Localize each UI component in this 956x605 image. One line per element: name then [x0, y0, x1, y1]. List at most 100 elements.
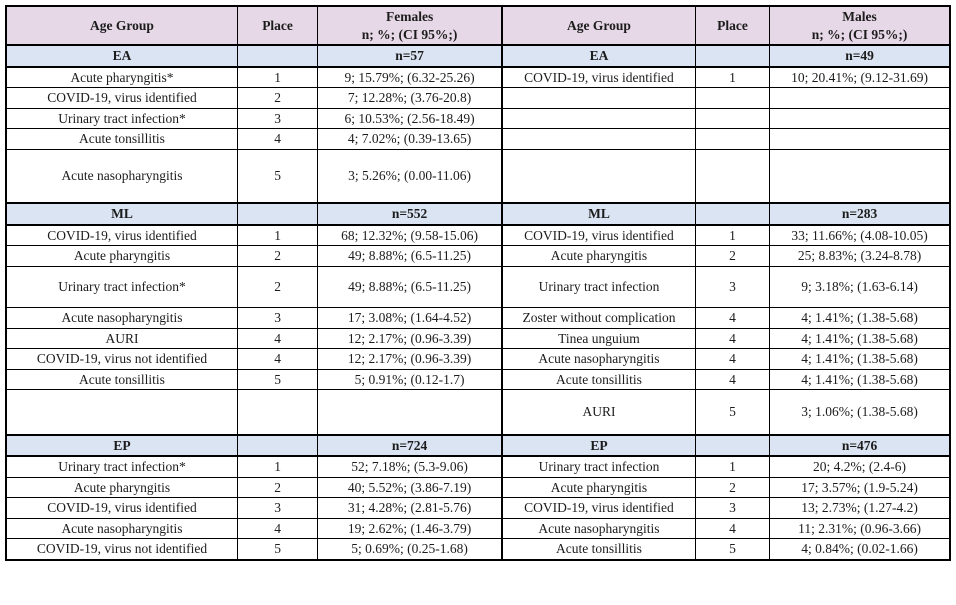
header-row: Age Group Place Females n; %; (CI 95%;) …	[5, 5, 951, 47]
age-group-cell-females: COVID-19, virus identified	[5, 497, 238, 519]
age-group-cell-females: COVID-19, virus identified	[5, 224, 238, 247]
table-row: Urinary tract infection* 3 6; 10.53%; (2.5…	[5, 107, 951, 130]
place-cell-males	[694, 107, 771, 130]
age-group-cell-females: Acute pharyngitis	[5, 245, 238, 267]
place-cell-females: 2	[236, 476, 319, 499]
place-cell-females	[236, 389, 319, 436]
age-group-cell-males	[501, 128, 696, 150]
group-place-cell-males	[694, 202, 771, 226]
males-header-title: Males	[842, 9, 877, 24]
age-group-cell-females: COVID-19, virus not identified	[5, 538, 238, 561]
place-cell-females: 5	[236, 368, 319, 391]
age-group-cell-males: COVID-19, virus identified	[501, 66, 696, 89]
value-cell-females: 17; 3.08%; (1.64-4.52)	[317, 306, 503, 329]
age-group-cell-females: AURI	[5, 327, 238, 350]
table-row: Acute pharyngitis 2 40; 5.52%; (3.86-7.19)…	[5, 476, 951, 499]
group-age-group-cell-males: EP	[501, 433, 696, 458]
value-cell-males: 9; 3.18%; (1.63-6.14)	[769, 265, 951, 308]
group-value-cell-females: n=552	[317, 202, 503, 226]
place-cell-males	[694, 148, 771, 204]
value-cell-females: 52; 7.18%; (5.3-9.06)	[317, 455, 503, 478]
value-cell-females: 5; 0.69%; (0.25-1.68)	[317, 538, 503, 561]
place-cell-males: 4	[694, 517, 771, 540]
value-cell-males	[769, 148, 951, 204]
value-cell-females: 12; 2.17%; (0.96-3.39)	[317, 327, 503, 350]
group-row: EP n=724 EP n=476	[5, 433, 951, 458]
table-row: COVID-19, virus not identified 4 12; 2.17%…	[5, 348, 951, 370]
age-group-cell-females: COVID-19, virus not identified	[5, 348, 238, 370]
age-group-cell-females: Acute tonsillitis	[5, 128, 238, 150]
males-header-subtitle: n; %; (CI 95%;)	[811, 26, 908, 42]
value-cell-females: 12; 2.17%; (0.96-3.39)	[317, 348, 503, 370]
place-cell-males: 4	[694, 368, 771, 391]
value-cell-males: 3; 1.06%; (1.38-5.68)	[769, 389, 951, 436]
value-cell-males: 11; 2.31%; (0.96-3.66)	[769, 517, 951, 540]
group-value-cell-females: n=57	[317, 44, 503, 68]
place-cell-females: 1	[236, 66, 319, 89]
table-row: Acute nasopharyngitis 5 3; 5.26%; (0.00-11…	[5, 148, 951, 204]
col-header-males: Males n; %; (CI 95%;)	[769, 5, 951, 47]
group-value-cell-males: n=476	[769, 433, 951, 458]
age-group-cell-females: Acute tonsillitis	[5, 368, 238, 391]
age-group-cell-males: Acute nasopharyngitis	[501, 517, 696, 540]
table-row: Acute tonsillitis 5 5; 0.91%; (0.12-1.7) Ac…	[5, 368, 951, 391]
value-cell-females: 49; 8.88%; (6.5-11.25)	[317, 245, 503, 267]
value-cell-females: 40; 5.52%; (3.86-7.19)	[317, 476, 503, 499]
place-cell-males	[694, 87, 771, 109]
age-group-cell-females: COVID-19, virus identified	[5, 87, 238, 109]
place-cell-males: 4	[694, 348, 771, 370]
age-group-cell-males: Acute pharyngitis	[501, 245, 696, 267]
morbidity-structure-table: Age Group Place Females n; %; (CI 95%;) …	[5, 5, 951, 561]
age-group-cell-females: Acute nasopharyngitis	[5, 148, 238, 204]
group-value-cell-females: n=724	[317, 433, 503, 458]
place-cell-males: 1	[694, 455, 771, 478]
place-cell-males: 1	[694, 224, 771, 247]
place-cell-males: 5	[694, 538, 771, 561]
table-row: AURI 5 3; 1.06%; (1.38-5.68)	[5, 389, 951, 436]
col-header-place-females: Place	[236, 5, 319, 47]
value-cell-females: 5; 0.91%; (0.12-1.7)	[317, 368, 503, 391]
value-cell-males: 4; 1.41%; (1.38-5.68)	[769, 348, 951, 370]
value-cell-females: 49; 8.88%; (6.5-11.25)	[317, 265, 503, 308]
age-group-cell-males: Acute pharyngitis	[501, 476, 696, 499]
value-cell-males: 25; 8.83%; (3.24-8.78)	[769, 245, 951, 267]
group-place-cell-females	[236, 44, 319, 68]
table-row: COVID-19, virus identified 3 31; 4.28%; (2…	[5, 497, 951, 519]
group-age-group-cell-females: EP	[5, 433, 238, 458]
place-cell-males: 2	[694, 245, 771, 267]
age-group-cell-males: COVID-19, virus identified	[501, 224, 696, 247]
place-cell-males: 2	[694, 476, 771, 499]
table-row: Acute pharyngitis 2 49; 8.88%; (6.5-11.25)…	[5, 245, 951, 267]
place-cell-males: 1	[694, 66, 771, 89]
group-age-group-cell-females: ML	[5, 202, 238, 226]
value-cell-males: 4; 1.41%; (1.38-5.68)	[769, 368, 951, 391]
age-group-cell-males: Urinary tract infection	[501, 265, 696, 308]
age-group-cell-females: Urinary tract infection*	[5, 107, 238, 130]
place-cell-females: 3	[236, 497, 319, 519]
place-cell-females: 3	[236, 306, 319, 329]
age-group-cell-females: Acute nasopharyngitis	[5, 517, 238, 540]
col-header-females: Females n; %; (CI 95%;)	[317, 5, 503, 47]
age-group-cell-females: Urinary tract infection*	[5, 265, 238, 308]
place-cell-males: 4	[694, 327, 771, 350]
group-age-group-cell-males: ML	[501, 202, 696, 226]
group-value-cell-males: n=49	[769, 44, 951, 68]
place-cell-females: 4	[236, 517, 319, 540]
age-group-cell-males: Urinary tract infection	[501, 455, 696, 478]
value-cell-males: 13; 2.73%; (1.27-4.2)	[769, 497, 951, 519]
place-cell-females: 3	[236, 107, 319, 130]
table-row: COVID-19, virus identified 1 68; 12.32%; (…	[5, 224, 951, 247]
table-row: Acute nasopharyngitis 3 17; 3.08%; (1.64-4…	[5, 306, 951, 329]
value-cell-males: 4; 1.41%; (1.38-5.68)	[769, 327, 951, 350]
value-cell-females	[317, 389, 503, 436]
group-place-cell-males	[694, 433, 771, 458]
females-header-subtitle: n; %; (CI 95%;)	[361, 26, 458, 42]
value-cell-females: 4; 7.02%; (0.39-13.65)	[317, 128, 503, 150]
age-group-cell-males	[501, 87, 696, 109]
table-row: COVID-19, virus not identified 5 5; 0.69%;…	[5, 538, 951, 561]
age-group-cell-females	[5, 389, 238, 436]
group-place-cell-females	[236, 202, 319, 226]
group-row: ML n=552 ML n=283	[5, 202, 951, 226]
value-cell-females: 19; 2.62%; (1.46-3.79)	[317, 517, 503, 540]
age-group-cell-females: Acute pharyngitis*	[5, 66, 238, 89]
